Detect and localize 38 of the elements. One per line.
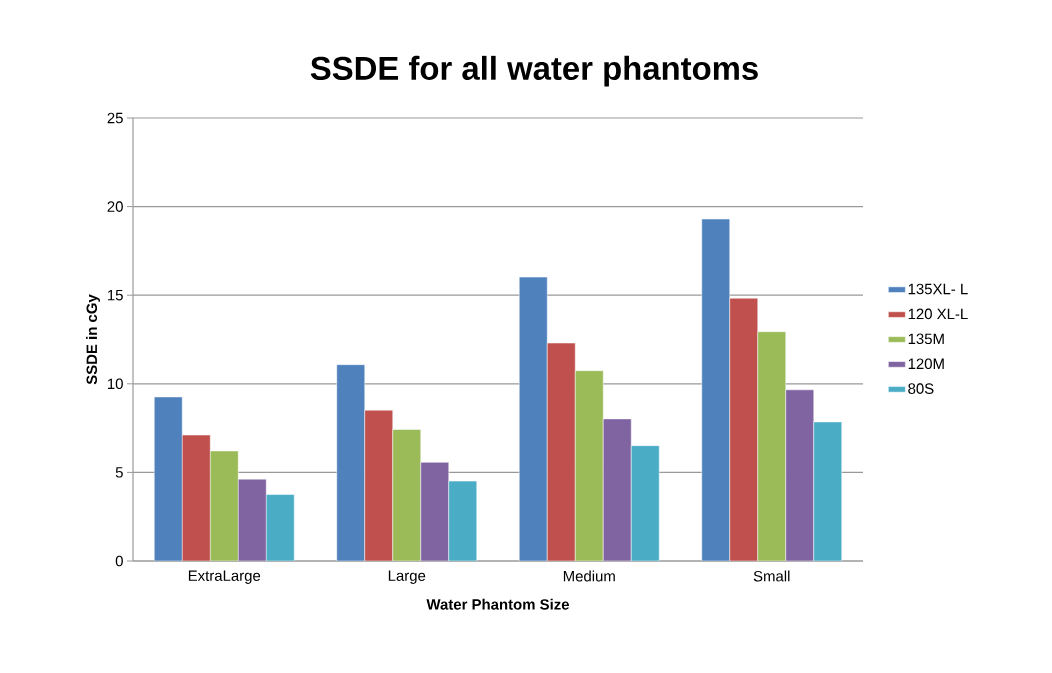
bar bbox=[420, 462, 449, 561]
x-tick-label: Medium bbox=[563, 570, 615, 582]
bar bbox=[631, 445, 660, 561]
bar bbox=[603, 418, 632, 561]
chart-title: SSDE for all water phantoms bbox=[310, 55, 758, 87]
y-tick-label: 0 bbox=[115, 555, 123, 567]
y-tick-label: 20 bbox=[107, 201, 123, 212]
x-axis-title: Water Phantom Size bbox=[426, 598, 570, 610]
bar bbox=[785, 389, 815, 561]
bar bbox=[238, 479, 267, 561]
y-tick-label: 15 bbox=[108, 289, 123, 301]
bar bbox=[182, 435, 211, 561]
bar bbox=[392, 429, 421, 561]
y-tick-label: 10 bbox=[108, 378, 123, 390]
bar bbox=[210, 450, 239, 561]
bar bbox=[266, 494, 295, 561]
bar bbox=[701, 218, 730, 561]
bar bbox=[448, 480, 477, 561]
bar bbox=[547, 342, 576, 561]
legend-label: 120 XL-L bbox=[908, 308, 968, 320]
y-tick-label: 25 bbox=[107, 112, 123, 124]
x-tick-label: Large bbox=[388, 570, 426, 584]
y-tick-label: 5 bbox=[115, 467, 123, 478]
legend-label: 120M bbox=[908, 358, 944, 370]
bar bbox=[813, 421, 843, 561]
bar bbox=[364, 409, 393, 561]
legend-label: 135M bbox=[908, 333, 944, 345]
bar bbox=[336, 364, 365, 561]
legend-label: 80S bbox=[908, 383, 934, 394]
bar bbox=[757, 331, 786, 561]
y-axis-title: SSDE in cGy bbox=[86, 294, 101, 385]
bar bbox=[729, 297, 758, 561]
bar bbox=[519, 276, 548, 561]
legend-label: 135XL- L bbox=[908, 283, 968, 295]
x-tick-label: Small bbox=[753, 570, 790, 582]
bar bbox=[575, 370, 604, 561]
bar bbox=[154, 396, 183, 561]
x-tick-label: ExtraLarge bbox=[188, 570, 261, 584]
